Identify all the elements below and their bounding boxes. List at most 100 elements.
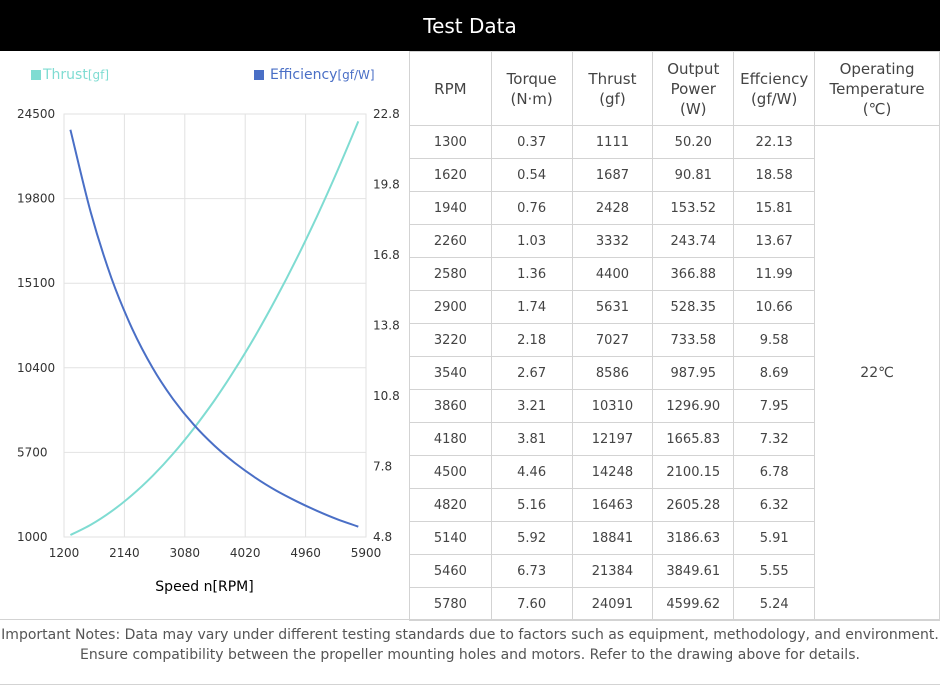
y-left-tick-label: 1000: [17, 530, 48, 544]
y-left-tick-label: 5700: [17, 445, 48, 459]
y-left-tick-label: 24500: [17, 107, 55, 121]
table-cell: 366.88: [652, 257, 735, 291]
table-row: 4500 4.46 14248 2100.15 6.78: [409, 455, 940, 489]
x-tick-label: 1200: [49, 546, 80, 560]
column-header-line: (gf/W): [750, 89, 798, 108]
legend-efficiency: Efficiency [gf/W]: [254, 67, 375, 83]
legend-thrust-swatch: [31, 70, 41, 80]
thrust-series-line: [69, 121, 360, 536]
table-header-row: RPM Torque (N·m) Thrust (gf) Output Power (W) Ef…: [409, 51, 940, 126]
table-cell: 5140: [409, 521, 492, 555]
y-left-tick-label: 19800: [17, 192, 55, 206]
table-cell: 9.58: [733, 323, 816, 357]
table-cell: 3186.63: [652, 521, 735, 555]
table-row: 2260 1.03 3332 243.74 13.67: [409, 224, 940, 258]
table-cell: 3849.61: [652, 554, 735, 588]
bottom-divider: [0, 684, 940, 685]
y-right-tick-label: 16.8: [373, 248, 400, 262]
table-cell: 22.13: [733, 125, 816, 159]
table-cell: 1111: [571, 125, 654, 159]
column-header: Thrust (gf): [571, 51, 654, 126]
plot-frame: [63, 113, 367, 538]
table-cell: 4400: [571, 257, 654, 291]
column-header: Torque (N·m): [490, 51, 573, 126]
table-cell: 2428: [571, 191, 654, 225]
page-header: Test Data: [0, 0, 940, 51]
table-cell: 5.55: [733, 554, 816, 588]
page-title: Test Data: [423, 13, 517, 38]
table-cell: 3.81: [490, 422, 573, 456]
legend-thrust: Thrust [gf]: [31, 67, 109, 83]
chart-svg: 1200 2140 3080 4020 4960 5900 1000 5700 10400 151…: [17, 107, 400, 560]
table-cell: 987.95: [652, 356, 735, 390]
table-cell: 15.81: [733, 191, 816, 225]
table-cell: 5.24: [733, 587, 816, 621]
table-cell: 2260: [409, 224, 492, 258]
table-cell: 18841: [571, 521, 654, 555]
chart-panel: Thrust [gf] Efficiency [gf/W] 1200 2140 3080…: [0, 51, 409, 619]
legend-thrust-label: Thrust: [43, 67, 88, 83]
table-cell: 21384: [571, 554, 654, 588]
column-header-line: (℃): [862, 99, 892, 118]
table-cell: 7.32: [733, 422, 816, 456]
table-cell: 10.66: [733, 290, 816, 324]
y-right-tick-label: 7.8: [373, 460, 392, 474]
table-cell: 7.95: [733, 389, 816, 423]
column-header-line: Thrust: [588, 69, 637, 88]
table-row: 3220 2.18 7027 733.58 9.58: [409, 323, 940, 357]
test-data-table: RPM Torque (N·m) Thrust (gf) Output Power (W) Ef…: [409, 51, 940, 621]
important-notes: Important Notes: Data may vary under dif…: [0, 625, 940, 665]
table-cell: 18.58: [733, 158, 816, 192]
y-left-tick-label: 15100: [17, 276, 55, 290]
table-row: 1940 0.76 2428 153.52 15.81: [409, 191, 940, 225]
table-cell: 1687: [571, 158, 654, 192]
table-cell: 8.69: [733, 356, 816, 390]
table-cell: 1296.90: [652, 389, 735, 423]
table-cell: 7.60: [490, 587, 573, 621]
table-cell: 5631: [571, 290, 654, 324]
legend-efficiency-label: Efficiency: [270, 67, 338, 83]
table-cell: 8586: [571, 356, 654, 390]
table-row: 1620 0.54 1687 90.81 18.58: [409, 158, 940, 192]
table-row: 5140 5.92 18841 3186.63 5.91: [409, 521, 940, 555]
table-cell: 1.36: [490, 257, 573, 291]
table-cell: 1620: [409, 158, 492, 192]
table-cell: 2100.15: [652, 455, 735, 489]
y-right-tick-label: 4.8: [373, 530, 392, 544]
table-cell: 4500: [409, 455, 492, 489]
y-right-tick-label: 10.8: [373, 389, 400, 403]
table-cell: 2.18: [490, 323, 573, 357]
table-cell: 528.35: [652, 290, 735, 324]
table-cell: 1.74: [490, 290, 573, 324]
legend-efficiency-swatch: [254, 70, 264, 80]
note-line-2: Ensure compatibility between the propell…: [80, 647, 860, 663]
column-header-line: Torque: [506, 69, 557, 88]
legend-thrust-unit: [gf]: [87, 68, 110, 82]
efficiency-series-line: [69, 129, 359, 528]
notes-divider: [0, 619, 940, 620]
table-cell: 1300: [409, 125, 492, 159]
table-cell: 24091: [571, 587, 654, 621]
table-cell: 1.03: [490, 224, 573, 258]
table-cell: 14248: [571, 455, 654, 489]
table-cell: 4599.62: [652, 587, 735, 621]
table-cell: 16463: [571, 488, 654, 522]
table-cell: 2.67: [490, 356, 573, 390]
table-cell: 4180: [409, 422, 492, 456]
table-cell: 5.16: [490, 488, 573, 522]
table-cell: 5.91: [733, 521, 816, 555]
x-tick-label: 3080: [170, 546, 201, 560]
table-cell: 5.92: [490, 521, 573, 555]
table-cell: 2580: [409, 257, 492, 291]
note-line-1: Important Notes: Data may vary under dif…: [1, 627, 939, 643]
column-header: Operating Temperature (℃): [814, 51, 940, 126]
table-cell: 733.58: [652, 323, 735, 357]
x-tick-label: 2140: [109, 546, 140, 560]
x-tick-label: 4960: [290, 546, 321, 560]
table-cell: 6.73: [490, 554, 573, 588]
table-cell: 243.74: [652, 224, 735, 258]
column-header-line: Power: [670, 79, 716, 98]
table-cell: 3860: [409, 389, 492, 423]
table-cell: 3332: [571, 224, 654, 258]
table-row: 1300 0.37 1111 50.20 22.13 22℃: [409, 125, 940, 621]
